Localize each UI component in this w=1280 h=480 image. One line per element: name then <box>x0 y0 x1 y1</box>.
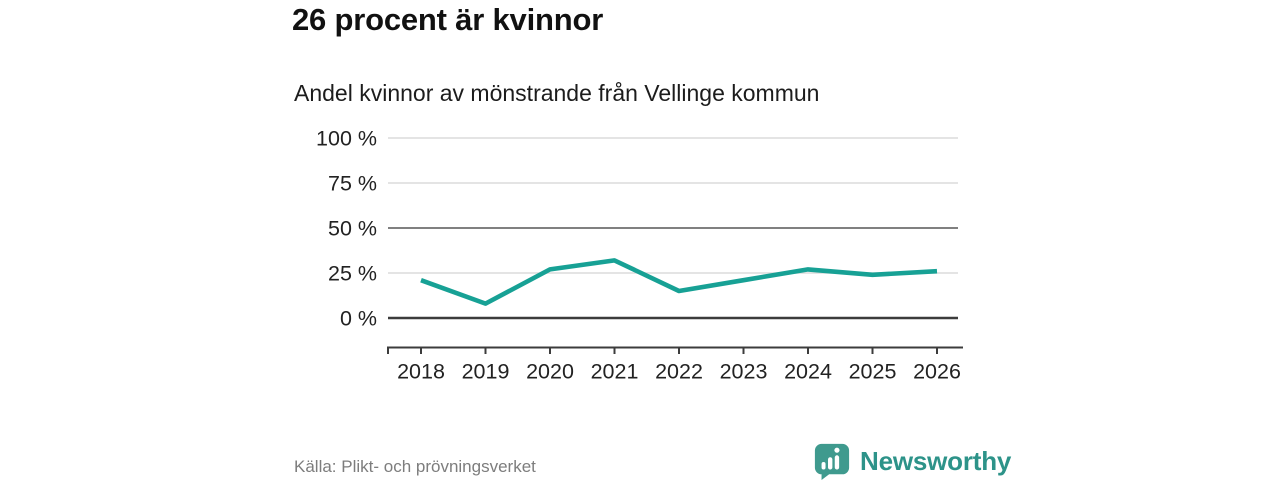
x-tick-label: 2020 <box>526 360 574 384</box>
newsworthy-logo-icon <box>814 443 850 480</box>
bar-medium <box>828 457 833 470</box>
chart-subtitle: Andel kvinnor av mönstrande från Velling… <box>294 80 820 106</box>
x-tick-label: 2024 <box>784 360 832 384</box>
x-tick-label: 2018 <box>397 360 445 384</box>
page-title: 26 procent är kvinnor <box>292 2 604 37</box>
newsworthy-logo-text: Newsworthy <box>860 445 1012 476</box>
data-line-andel-kvinnor <box>420 258 938 306</box>
x-tick-label: 2026 <box>913 360 961 384</box>
bar-small <box>821 461 826 470</box>
x-tick-label: 2019 <box>462 360 510 384</box>
bar-tall-exclamation <box>834 455 840 470</box>
newsworthy-logo: Newsworthy <box>813 442 1011 480</box>
y-tick-label: 25 % <box>328 262 377 286</box>
x-tick-label: 2021 <box>591 360 639 384</box>
y-tick-label: 50 % <box>328 217 377 241</box>
x-tick-label: 2023 <box>720 360 768 384</box>
y-tick-label: 100 % <box>316 127 377 151</box>
y-tick-label: 75 % <box>328 172 377 196</box>
x-tick-label: 2025 <box>849 360 897 384</box>
source-attribution: Källa: Plikt- och prövningsverket <box>294 457 536 476</box>
y-tick-label: 0 % <box>340 307 377 331</box>
exclamation-dot <box>834 447 840 453</box>
x-tick-label: 2022 <box>655 360 703 384</box>
